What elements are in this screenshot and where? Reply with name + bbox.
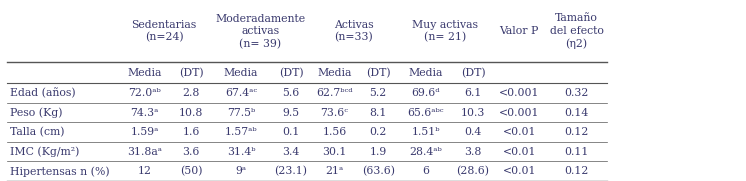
Text: Media: Media bbox=[408, 68, 443, 78]
Text: 31.4ᵇ: 31.4ᵇ bbox=[227, 147, 255, 157]
Text: 31.8aᵃ: 31.8aᵃ bbox=[128, 147, 162, 157]
Text: 9ᵃ: 9ᵃ bbox=[236, 166, 246, 176]
Text: 28.4ᵃᵇ: 28.4ᵃᵇ bbox=[410, 147, 442, 157]
Text: 0.11: 0.11 bbox=[565, 147, 589, 157]
Text: 0.14: 0.14 bbox=[565, 108, 589, 118]
Text: 5.2: 5.2 bbox=[369, 88, 387, 98]
Text: 0.12: 0.12 bbox=[565, 166, 589, 176]
Text: 30.1: 30.1 bbox=[322, 147, 347, 157]
Text: 65.6ᵃᵇᶜ: 65.6ᵃᵇᶜ bbox=[407, 108, 444, 118]
Text: 8.1: 8.1 bbox=[369, 108, 387, 118]
Text: 69.6ᵈ: 69.6ᵈ bbox=[411, 88, 440, 98]
Text: Sedentarias
(n=24): Sedentarias (n=24) bbox=[131, 20, 197, 43]
Text: (DT): (DT) bbox=[178, 68, 204, 78]
Text: 3.4: 3.4 bbox=[282, 147, 300, 157]
Text: Moderadamente
activas
(n= 39): Moderadamente activas (n= 39) bbox=[216, 14, 305, 49]
Text: (63.6): (63.6) bbox=[362, 166, 395, 176]
Text: 1.9: 1.9 bbox=[369, 147, 387, 157]
Text: 0.4: 0.4 bbox=[464, 127, 482, 137]
Text: 0.2: 0.2 bbox=[369, 127, 387, 137]
Text: Tamaño
del efecto
(η2): Tamaño del efecto (η2) bbox=[550, 13, 604, 49]
Text: 77.5ᵇ: 77.5ᵇ bbox=[227, 108, 255, 118]
Text: 6: 6 bbox=[422, 166, 429, 176]
Text: <0.001: <0.001 bbox=[499, 108, 539, 118]
Text: <0.01: <0.01 bbox=[503, 147, 536, 157]
Text: Peso (Kg): Peso (Kg) bbox=[10, 107, 63, 118]
Text: 3.6: 3.6 bbox=[182, 147, 200, 157]
Text: Media: Media bbox=[317, 68, 352, 78]
Text: 1.51ᵇ: 1.51ᵇ bbox=[411, 127, 440, 137]
Text: 0.32: 0.32 bbox=[565, 88, 589, 98]
Text: (DT): (DT) bbox=[278, 68, 304, 78]
Text: Activas
(n=33): Activas (n=33) bbox=[334, 20, 374, 43]
Text: <0.001: <0.001 bbox=[499, 88, 539, 98]
Text: 1.59ᵃ: 1.59ᵃ bbox=[131, 127, 159, 137]
Text: Hipertensas n (%): Hipertensas n (%) bbox=[10, 166, 110, 176]
Text: Media: Media bbox=[224, 68, 258, 78]
Text: 10.8: 10.8 bbox=[179, 108, 203, 118]
Text: 1.57ᵃᵇ: 1.57ᵃᵇ bbox=[225, 127, 257, 137]
Text: (DT): (DT) bbox=[460, 68, 486, 78]
Text: 5.6: 5.6 bbox=[282, 88, 300, 98]
Text: 72.0ᵃᵇ: 72.0ᵃᵇ bbox=[128, 88, 161, 98]
Text: 21ᵃ: 21ᵃ bbox=[325, 166, 344, 176]
Text: Valor P: Valor P bbox=[500, 26, 539, 36]
Text: 9.5: 9.5 bbox=[283, 108, 299, 118]
Text: Talla (cm): Talla (cm) bbox=[10, 127, 65, 137]
Text: 67.4ᵃᶜ: 67.4ᵃᶜ bbox=[225, 88, 257, 98]
Text: 10.3: 10.3 bbox=[461, 108, 485, 118]
Text: Muy activas
(n= 21): Muy activas (n= 21) bbox=[412, 20, 478, 43]
Text: 3.8: 3.8 bbox=[464, 147, 482, 157]
Text: (DT): (DT) bbox=[366, 68, 391, 78]
Text: 6.1: 6.1 bbox=[464, 88, 482, 98]
Text: IMC (Kg/m²): IMC (Kg/m²) bbox=[10, 146, 80, 157]
Text: (28.6): (28.6) bbox=[457, 166, 489, 176]
Text: 1.6: 1.6 bbox=[182, 127, 200, 137]
Text: 1.56: 1.56 bbox=[322, 127, 347, 137]
Text: 12: 12 bbox=[138, 166, 151, 176]
Text: (50): (50) bbox=[180, 166, 202, 176]
Text: 0.12: 0.12 bbox=[565, 127, 589, 137]
Text: 62.7ᵇᶜᵈ: 62.7ᵇᶜᵈ bbox=[316, 88, 353, 98]
Text: Edad (años): Edad (años) bbox=[10, 88, 76, 98]
Text: <0.01: <0.01 bbox=[503, 127, 536, 137]
Text: 74.3ᵃ: 74.3ᵃ bbox=[131, 108, 159, 118]
Text: Media: Media bbox=[128, 68, 162, 78]
Text: 2.8: 2.8 bbox=[182, 88, 200, 98]
Text: 0.1: 0.1 bbox=[282, 127, 300, 137]
Text: (23.1): (23.1) bbox=[275, 166, 307, 176]
Text: 73.6ᶜ: 73.6ᶜ bbox=[321, 108, 348, 118]
Text: <0.01: <0.01 bbox=[503, 166, 536, 176]
